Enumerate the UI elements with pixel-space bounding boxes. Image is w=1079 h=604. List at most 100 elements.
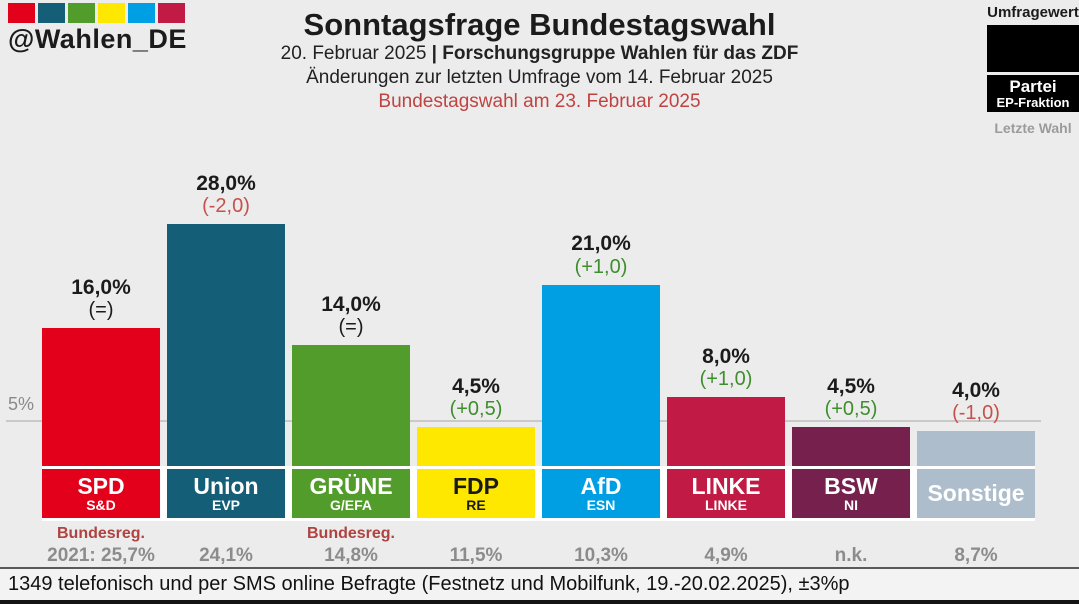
party-faction: S&D xyxy=(86,497,116,514)
subtitle-election-date: Bundestagswahl am 23. Februar 2025 xyxy=(378,91,701,113)
last-election-value: 8,7% xyxy=(954,545,998,566)
last-election-value: 14,8% xyxy=(324,545,378,566)
bar-column-fdp: 4,5% (+0,5) xyxy=(417,130,535,466)
government-note xyxy=(542,525,660,544)
bar-change-label: (-1,0) xyxy=(952,402,1000,425)
bar-change-label: (=) xyxy=(88,298,114,321)
party-label-box-sonstige: Sonstige xyxy=(917,469,1035,518)
party-faction: EVP xyxy=(211,497,240,514)
last-election-value: 4,9% xyxy=(704,545,748,566)
bar xyxy=(792,427,910,466)
party-color-swatch xyxy=(8,3,35,23)
brand-block: @Wahlen_DE xyxy=(8,3,187,55)
government-note xyxy=(417,525,535,544)
party-label-box-bsw: BSW NI xyxy=(792,469,910,518)
party-label-row: SPD S&D Union EVP GRÜNE G/EFA FDP RE AfD… xyxy=(42,466,1035,521)
bar-value-label: 28,0% xyxy=(196,172,256,195)
party-label-box-gruene: GRÜNE G/EFA xyxy=(292,469,410,518)
title-block: Sonntagsfrage Bundestagswahl 20. Februar… xyxy=(0,7,1079,114)
bar xyxy=(42,327,160,466)
party-name: GRÜNE xyxy=(309,473,393,500)
last-election-value: 2021: 25,7% xyxy=(47,545,155,566)
party-name: SPD xyxy=(77,473,125,500)
bar xyxy=(542,284,660,466)
legend-party-label: Partei xyxy=(1009,76,1057,96)
government-note xyxy=(667,525,785,544)
bar xyxy=(167,224,285,466)
twitter-handle: @Wahlen_DE xyxy=(8,24,187,54)
subtitle-changes: Änderungen zur letzten Umfrage vom 14. F… xyxy=(306,67,773,89)
bar-value-label: 4,0% xyxy=(952,379,1000,403)
bar xyxy=(667,396,785,466)
page-title: Sonntagsfrage Bundestagswahl xyxy=(303,7,776,42)
five-percent-gridline xyxy=(6,420,1041,422)
last-election-row: 2021: 25,7% 24,1% 14,8% 11,5% 10,3% 4,9%… xyxy=(42,545,1035,567)
party-name: AfD xyxy=(580,473,622,500)
methodology-text: 1349 telefonisch und per SMS online Befr… xyxy=(8,573,850,595)
legend-bar-sample xyxy=(987,25,1079,72)
bar-change-label: (+1,0) xyxy=(699,367,753,390)
party-label-box-spd: SPD S&D xyxy=(42,469,160,518)
bar-column-spd: 16,0% (=) xyxy=(42,130,160,466)
bar-change-label: (+0,5) xyxy=(824,398,878,421)
bar-change-label: (+1,0) xyxy=(574,255,628,278)
party-color-swatch xyxy=(68,3,95,23)
party-color-swatch xyxy=(128,3,155,23)
party-color-swatch xyxy=(98,3,125,23)
party-name: BSW xyxy=(824,473,878,500)
last-election-value: 10,3% xyxy=(574,545,628,566)
bar-column-union: 28,0% (-2,0) xyxy=(167,130,285,466)
bar xyxy=(917,431,1035,466)
bar-value-label: 4,5% xyxy=(452,375,500,399)
party-faction: ESN xyxy=(586,497,616,514)
party-label-box-union: Union EVP xyxy=(167,469,285,518)
party-color-swatch xyxy=(158,3,185,23)
subtitle-separator: | xyxy=(431,43,437,65)
bar-column-gruene: 14,0% (=) xyxy=(292,130,410,466)
subtitle-source: Forschungsgruppe Wahlen für das ZDF xyxy=(442,43,799,65)
government-note: Bundesreg. xyxy=(56,525,145,542)
legend-party-box: Partei EP-Fraktion xyxy=(987,75,1079,112)
bar-column-linke: 8,0% (+1,0) xyxy=(667,130,785,466)
gridline-label: 5% xyxy=(8,394,35,414)
party-faction: RE xyxy=(466,497,486,514)
bar-value-label: 21,0% xyxy=(571,232,631,256)
bar-value-label: 14,0% xyxy=(321,292,381,316)
last-election-value: n.k. xyxy=(834,545,868,566)
bar-value-label: 4,5% xyxy=(827,375,875,399)
party-name: Union xyxy=(193,473,259,500)
bar-change-label: (-2,0) xyxy=(202,195,250,218)
bar-chart: 16,0% (=) 28,0% (-2,0) 14,0% (=) 4,5% (+… xyxy=(42,130,1035,567)
government-note xyxy=(792,525,910,544)
government-note xyxy=(167,525,285,544)
government-note: Bundesreg. xyxy=(306,525,395,542)
party-color-swatches xyxy=(8,3,187,23)
party-faction: LINKE xyxy=(705,497,747,514)
bar-column-bsw: 4,5% (+0,5) xyxy=(792,130,910,466)
party-faction: NI xyxy=(844,497,858,514)
bar xyxy=(417,427,535,466)
legend-last-election-label: Letzte Wahl xyxy=(994,120,1072,136)
bar-column-afd: 21,0% (+1,0) xyxy=(542,130,660,466)
last-election-value: 24,1% xyxy=(199,545,253,566)
legend-block: Umfragewert Partei EP-Fraktion Letzte Wa… xyxy=(987,4,1079,136)
party-label-box-linke: LINKE LINKE xyxy=(667,469,785,518)
party-label-box-fdp: FDP RE xyxy=(417,469,535,518)
government-note xyxy=(917,525,1035,544)
legend-faction-label: EP-Fraktion xyxy=(996,94,1070,110)
methodology-footer: 1349 telefonisch und per SMS online Befr… xyxy=(0,567,1079,604)
bar-value-label: 8,0% xyxy=(702,344,750,368)
bar-value-label: 16,0% xyxy=(71,275,131,299)
party-name: LINKE xyxy=(691,473,761,500)
subtitle-date: 20. Februar 2025 xyxy=(280,43,427,65)
bar xyxy=(292,345,410,466)
party-name: Sonstige xyxy=(927,480,1025,507)
party-name: FDP xyxy=(453,473,499,500)
subtitle-source-line: 20. Februar 2025 | Forschungsgruppe Wahl… xyxy=(0,42,1079,66)
legend-survey-label: Umfragewert xyxy=(987,4,1079,21)
bar-column-sonstige: 4,0% (-1,0) xyxy=(917,130,1035,466)
bar-change-label: (+0,5) xyxy=(449,398,503,421)
party-label-box-afd: AfD ESN xyxy=(542,469,660,518)
government-note-row: Bundesreg. Bundesreg. xyxy=(42,525,1035,544)
party-color-swatch xyxy=(38,3,65,23)
